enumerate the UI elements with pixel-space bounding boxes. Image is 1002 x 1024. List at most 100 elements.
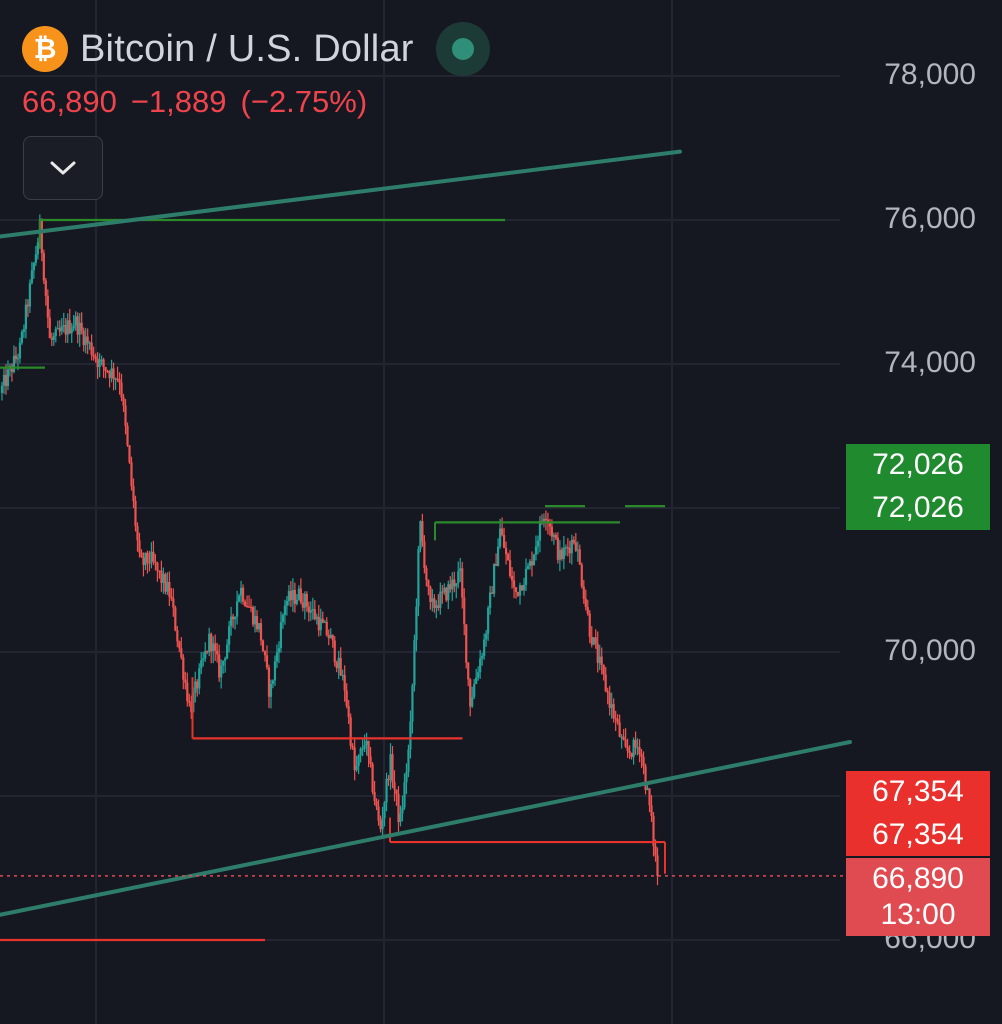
- candle-body: [578, 549, 581, 565]
- candle-body: [381, 818, 384, 830]
- candle-body: [443, 587, 446, 592]
- candle-body: [590, 636, 593, 645]
- candle-body: [481, 655, 484, 659]
- candle-body: [271, 680, 275, 684]
- candle-body: [277, 648, 281, 653]
- candle-body: [44, 280, 47, 296]
- candle-body: [48, 317, 51, 339]
- candle-body: [554, 535, 557, 538]
- candle-body: [506, 554, 510, 561]
- candle-body: [520, 585, 524, 591]
- candle-body: [84, 336, 87, 346]
- candle-body: [261, 640, 265, 652]
- candle-body: [359, 748, 362, 756]
- candle-body: [34, 254, 37, 264]
- candle-body: [588, 613, 591, 637]
- price-tag-resistance-2[interactable]: 72,026: [846, 486, 990, 530]
- candle-body: [309, 610, 312, 613]
- candle-body: [421, 521, 424, 542]
- candle-body: [473, 683, 476, 698]
- candle-body: [467, 662, 470, 680]
- candle-body: [104, 366, 107, 371]
- candle-body: [383, 802, 386, 819]
- candle-body: [32, 263, 35, 271]
- candle-body: [285, 600, 289, 606]
- candle-body: [323, 621, 326, 624]
- candle-body: [433, 598, 436, 608]
- candle-body: [640, 754, 643, 757]
- candle-body: [66, 320, 69, 335]
- candle-body: [594, 637, 597, 644]
- candle-body: [616, 719, 619, 723]
- candle-body: [325, 621, 328, 636]
- market-status-icon[interactable]: [435, 22, 490, 76]
- candle-body: [269, 683, 273, 697]
- candle-body: [502, 535, 506, 548]
- candle-body: [128, 445, 131, 463]
- candle-body: [180, 648, 183, 658]
- candle-body: [397, 794, 400, 823]
- candle-body: [465, 624, 468, 663]
- candle-body: [479, 658, 482, 673]
- candle-body: [291, 590, 294, 601]
- candle-body: [52, 336, 55, 340]
- candle-body: [54, 328, 57, 337]
- candle-body: [477, 672, 480, 678]
- candle-body: [391, 754, 394, 783]
- candle-body: [120, 382, 123, 398]
- current-price-tag[interactable]: 66,890 13:00: [846, 858, 990, 936]
- candle-body: [313, 609, 316, 620]
- candle-body: [198, 668, 201, 689]
- candle-body: [429, 586, 432, 602]
- candle-body: [46, 295, 49, 318]
- candle-body: [78, 322, 81, 335]
- candle-body: [624, 739, 627, 747]
- candle-body: [160, 570, 163, 583]
- candle-body: [56, 328, 59, 330]
- candle-body: [94, 356, 97, 359]
- candle-body: [146, 552, 149, 563]
- candle-body: [150, 551, 153, 563]
- candle-body: [451, 579, 454, 590]
- candle-body: [70, 328, 73, 334]
- candle-body: [20, 331, 24, 343]
- candle-body: [6, 369, 10, 387]
- candle-body: [132, 486, 135, 501]
- y-tick-70000: 70,000: [884, 634, 976, 667]
- candle-body: [134, 500, 137, 527]
- candle-body: [584, 598, 587, 608]
- price-tag-resistance-1[interactable]: 72,026: [846, 444, 990, 486]
- candle-body: [311, 609, 314, 611]
- candle-body: [343, 675, 346, 691]
- candle-body: [208, 633, 211, 653]
- candle-body: [357, 755, 360, 766]
- candle-body: [329, 634, 332, 639]
- candle-body: [522, 584, 526, 591]
- candle-body: [538, 520, 542, 541]
- price-tag-support-1[interactable]: 67,354: [846, 771, 990, 813]
- candle-body: [491, 592, 494, 594]
- candle-body: [504, 547, 508, 555]
- candle-body: [220, 665, 223, 678]
- candle-body: [154, 561, 157, 563]
- symbol-header[interactable]: ₿ Bitcoin / U.S. Dollar: [22, 22, 490, 76]
- candle-body: [92, 354, 95, 357]
- candle-body: [255, 615, 259, 630]
- candle-body: [369, 756, 372, 764]
- candle-body: [188, 701, 191, 703]
- price-tag-support-2[interactable]: 67,354: [846, 813, 990, 856]
- candle-body: [72, 325, 75, 329]
- candle-body: [170, 596, 173, 599]
- candle-body: [618, 722, 621, 737]
- candle-body: [498, 528, 502, 547]
- bitcoin-logo-icon: ₿: [22, 26, 68, 72]
- candle-body: [518, 585, 522, 596]
- candle-body: [118, 379, 121, 383]
- candle-body: [600, 656, 603, 665]
- candle-body: [247, 606, 251, 608]
- candle-body: [228, 626, 231, 645]
- candle-body: [26, 304, 29, 307]
- collapse-button[interactable]: [23, 136, 103, 200]
- candle-body: [532, 554, 536, 566]
